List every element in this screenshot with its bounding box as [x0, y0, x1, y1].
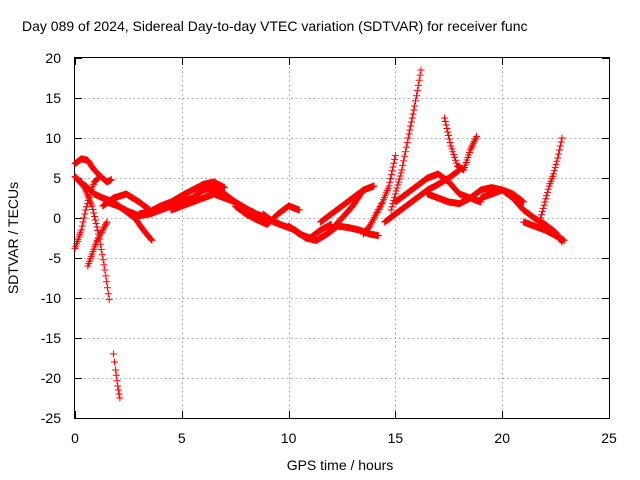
series-s13 — [285, 220, 335, 242]
series-markers — [317, 182, 378, 226]
series-markers — [387, 66, 425, 214]
series-s15 — [327, 186, 367, 234]
x-tick-label: 15 — [388, 430, 404, 446]
series-s9 — [135, 178, 228, 218]
x-tick-label: 20 — [494, 430, 510, 446]
series-s20 — [441, 114, 481, 174]
series-markers — [359, 152, 399, 238]
series-s10 — [167, 190, 239, 214]
axis-ticks — [75, 58, 610, 419]
series-s4 — [71, 174, 102, 252]
x-tick-label: 25 — [601, 430, 617, 446]
series-markers — [167, 190, 239, 214]
series-s18 — [381, 166, 463, 226]
y-tick-label: -10 — [41, 290, 61, 306]
series-markers — [71, 155, 115, 186]
x-tick-label: 5 — [178, 430, 186, 446]
series-markers — [327, 186, 367, 234]
plot-frame — [74, 57, 610, 419]
x-axis-title: GPS time / hours — [287, 457, 394, 473]
series-s6 — [109, 350, 124, 402]
y-axis-title: SDTVAR / TECUs — [5, 182, 21, 294]
x-tick-label: 10 — [281, 430, 297, 446]
series-markers — [285, 220, 335, 242]
y-tick-label: 20 — [45, 50, 61, 66]
y-tick-label: -15 — [41, 330, 61, 346]
y-tick-labels: -25 -20 -15 -10 -5 0 5 10 15 20 — [41, 50, 61, 426]
series-markers — [135, 178, 228, 218]
series-markers — [520, 218, 568, 244]
chart-title: Day 089 of 2024, Sidereal Day-to-day VTE… — [22, 18, 528, 34]
series-markers — [381, 166, 463, 226]
plot-area — [71, 66, 568, 402]
series-s24 — [520, 218, 568, 244]
grid — [75, 58, 609, 418]
series-markers — [84, 218, 111, 270]
y-tick-label: 5 — [53, 170, 61, 186]
series-markers — [71, 174, 102, 252]
series-s5 — [84, 218, 111, 270]
series-s23 — [537, 134, 566, 222]
series-s16 — [359, 152, 399, 238]
series-s14 — [317, 182, 378, 226]
series-markers — [441, 114, 481, 174]
series-markers — [477, 186, 528, 206]
series-s17 — [387, 66, 425, 214]
series-s1 — [71, 155, 115, 186]
x-tick-labels: 0 5 10 15 20 25 — [71, 430, 617, 446]
y-tick-label: -25 — [41, 410, 61, 426]
x-tick-label: 0 — [71, 430, 79, 446]
series-markers — [109, 350, 124, 402]
y-tick-label: -20 — [41, 370, 61, 386]
y-tick-label: 10 — [45, 130, 61, 146]
y-tick-label: -5 — [49, 250, 62, 266]
y-tick-label: 0 — [53, 210, 61, 226]
y-tick-label: 15 — [45, 90, 61, 106]
series-markers — [537, 134, 566, 222]
series-s22 — [477, 186, 528, 206]
